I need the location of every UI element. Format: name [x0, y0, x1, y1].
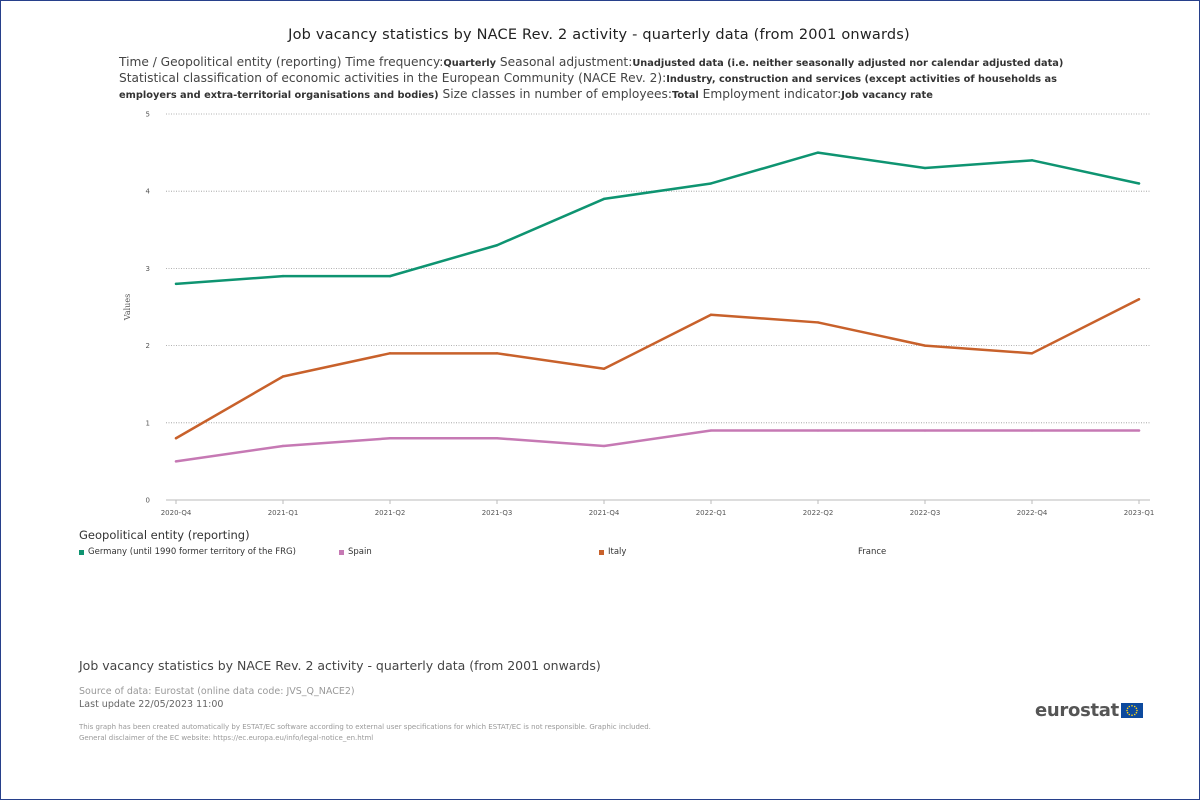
eurostat-logo: eurostat — [1035, 700, 1143, 721]
x-tick-label-2020-Q4: 2020-Q4 — [161, 509, 192, 517]
legend-label-france: France — [858, 547, 887, 557]
data-point-spain-2022-Q1 — [709, 429, 713, 432]
series-line-germany — [174, 151, 1141, 286]
legend-swatch-spain — [339, 549, 344, 555]
disclaimer: This graph has been created automaticall… — [79, 722, 651, 743]
data-point-spain-2021-Q1 — [281, 444, 285, 448]
subtitle-value-indicator: Job vacancy rate — [841, 90, 933, 101]
data-point-spain-2022-Q4 — [1030, 429, 1034, 432]
series-line-spain — [174, 429, 1141, 463]
disclaimer-line-2: General disclaimer of the EC website: ht… — [79, 733, 374, 742]
data-point-germany-2022-Q1 — [709, 182, 713, 185]
y-axis-label: Values — [123, 294, 132, 321]
chart-subtitle: Time / Geopolitical entity (reporting) T… — [119, 55, 1109, 103]
subtitle-value-seasonal: Unadjusted data (i.e. neither seasonally… — [632, 58, 1064, 69]
data-point-germany-2023-Q1 — [1137, 182, 1141, 185]
legend-title: Geopolitical entity (reporting) — [79, 528, 250, 542]
data-point-spain-2021-Q2 — [388, 437, 392, 440]
data-point-italy-2021-Q1 — [281, 375, 285, 378]
y-tick-label-0: 0 — [146, 497, 150, 505]
subtitle-label-indicator: Employment indicator: — [698, 87, 842, 101]
data-point-spain-2022-Q2 — [816, 429, 820, 432]
data-point-spain-2022-Q3 — [923, 429, 927, 432]
subtitle-label-seasonal: Seasonal adjustment: — [496, 55, 633, 69]
source-text: Source of data: Eurostat (online data co… — [79, 686, 355, 697]
legend-label-italy: Italy — [608, 547, 627, 557]
data-point-germany-2021-Q4 — [602, 197, 606, 201]
x-tick-label-2023-Q1: 2023-Q1 — [1124, 509, 1155, 517]
data-point-italy-2022-Q1 — [709, 313, 713, 316]
x-tick-label-2022-Q4: 2022-Q4 — [1017, 509, 1048, 517]
data-point-germany-2022-Q2 — [816, 151, 820, 154]
legend-item-germany[interactable]: Germany (until 1990 former territory of … — [79, 547, 296, 557]
series-line-italy — [174, 298, 1141, 440]
data-point-spain-2021-Q3 — [495, 437, 499, 440]
x-tick-label-2021-Q1: 2021-Q1 — [268, 509, 299, 517]
y-tick-label-5: 5 — [146, 111, 150, 119]
legend-item-italy[interactable]: Italy — [599, 547, 626, 557]
y-tick-label-3: 3 — [146, 265, 150, 273]
x-tick-label-2022-Q1: 2022-Q1 — [696, 509, 727, 517]
data-point-germany-2021-Q1 — [281, 274, 285, 278]
data-point-germany-2020-Q4 — [174, 282, 178, 286]
legend-item-france[interactable]: France — [858, 547, 886, 557]
x-tick-label-2022-Q3: 2022-Q3 — [910, 509, 941, 517]
y-tick-label-1: 1 — [146, 419, 150, 427]
data-point-germany-2022-Q4 — [1030, 159, 1034, 162]
data-point-spain-2020-Q4 — [174, 460, 178, 463]
data-point-spain-2021-Q4 — [602, 444, 606, 448]
y-tick-label-2: 2 — [146, 342, 150, 350]
legend-item-spain[interactable]: Spain — [339, 547, 372, 557]
subtitle-label-time: Time / Geopolitical entity (reporting) T… — [119, 55, 444, 69]
subtitle-label-nace: Statistical classification of economic a… — [119, 71, 667, 85]
footer-title: Job vacancy statistics by NACE Rev. 2 ac… — [79, 658, 601, 673]
subtitle-value-size: Total — [672, 90, 699, 101]
data-point-italy-2021-Q2 — [388, 352, 392, 355]
x-tick-label-2021-Q2: 2021-Q2 — [375, 509, 406, 517]
grid-lines — [166, 113, 1150, 424]
legend-label-spain: Spain — [348, 547, 372, 557]
data-point-italy-2022-Q4 — [1030, 352, 1034, 355]
y-tick-label-4: 4 — [146, 188, 151, 196]
data-point-italy-2023-Q1 — [1137, 298, 1141, 301]
x-tick-label-2022-Q2: 2022-Q2 — [803, 509, 834, 517]
data-point-italy-2022-Q2 — [816, 321, 820, 324]
data-point-germany-2022-Q3 — [923, 166, 927, 170]
subtitle-value-time: Quarterly — [443, 58, 497, 69]
subtitle-label-size: Size classes in number of employees: — [438, 87, 672, 101]
data-point-germany-2021-Q3 — [495, 244, 499, 247]
data-point-italy-2021-Q4 — [602, 367, 606, 370]
data-point-spain-2023-Q1 — [1137, 429, 1141, 432]
axes: 0 1 2 3 4 5 2020-Q4 2021-Q1 2021-Q2 2021-Q3 2021-Q… — [146, 111, 1155, 518]
legend-label-germany: Germany (until 1990 former territory of … — [88, 547, 296, 557]
data-point-germany-2021-Q2 — [388, 274, 392, 278]
series-lines — [174, 151, 1141, 463]
legend-swatch-germany — [79, 549, 84, 555]
data-point-italy-2021-Q3 — [495, 352, 499, 355]
subtitle-value-nace: Industry, construction and services (exc… — [119, 74, 1057, 101]
legend-swatch-italy — [599, 549, 604, 555]
x-tick-label-2021-Q3: 2021-Q3 — [482, 509, 513, 517]
eurostat-wordmark: eurostat — [1035, 700, 1119, 721]
x-tick-label-2021-Q4: 2021-Q4 — [589, 509, 620, 517]
chart-title: Job vacancy statistics by NACE Rev. 2 ac… — [288, 27, 910, 43]
last-update-text: Last update 22/05/2023 11:00 — [79, 699, 224, 710]
data-point-italy-2022-Q3 — [923, 344, 927, 347]
data-point-italy-2020-Q4 — [174, 437, 178, 440]
disclaimer-line-1: This graph has been created automaticall… — [79, 723, 651, 731]
eu-flag-icon — [1120, 703, 1143, 718]
